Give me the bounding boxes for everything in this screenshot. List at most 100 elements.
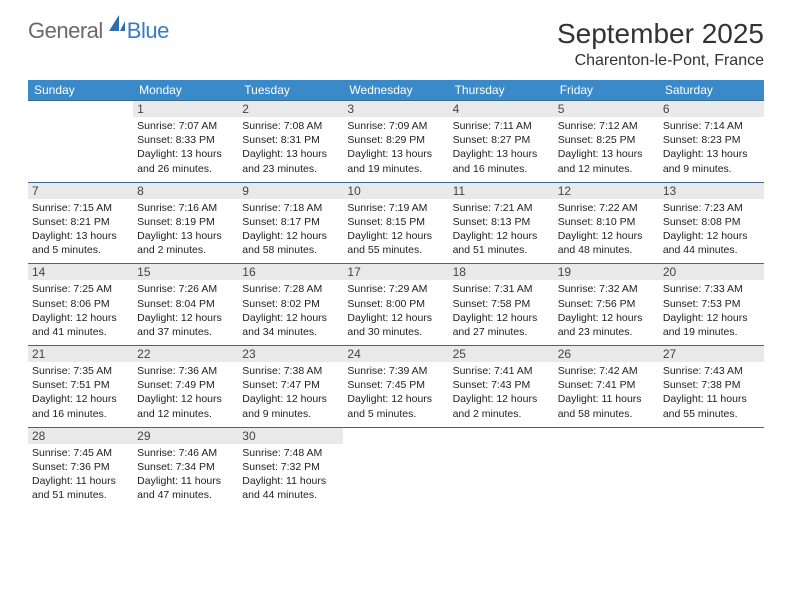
daylight-text: Daylight: 12 hours and 12 minutes. — [137, 392, 234, 420]
day-info: Sunrise: 7:29 AMSunset: 8:00 PMDaylight:… — [347, 282, 444, 339]
daylight-text: Daylight: 12 hours and 5 minutes. — [347, 392, 444, 420]
daylight-text: Daylight: 12 hours and 48 minutes. — [558, 229, 655, 257]
sunrise-text: Sunrise: 7:39 AM — [347, 364, 444, 378]
sunrise-text: Sunrise: 7:48 AM — [242, 446, 339, 460]
day-cell: 20Sunrise: 7:33 AMSunset: 7:53 PMDayligh… — [659, 264, 764, 345]
daylight-text: Daylight: 12 hours and 41 minutes. — [32, 311, 129, 339]
day-info: Sunrise: 7:43 AMSunset: 7:38 PMDaylight:… — [663, 364, 760, 421]
day-number: 5 — [554, 101, 659, 117]
daylight-text: Daylight: 12 hours and 19 minutes. — [663, 311, 760, 339]
daylight-text: Daylight: 12 hours and 16 minutes. — [32, 392, 129, 420]
day-header: Sunday — [28, 80, 133, 100]
day-info: Sunrise: 7:18 AMSunset: 8:17 PMDaylight:… — [242, 201, 339, 258]
sunset-text: Sunset: 8:15 PM — [347, 215, 444, 229]
day-info: Sunrise: 7:23 AMSunset: 8:08 PMDaylight:… — [663, 201, 760, 258]
calendar-page: General Blue September 2025 Charenton-le… — [0, 0, 792, 526]
sunset-text: Sunset: 8:29 PM — [347, 133, 444, 147]
sunrise-text: Sunrise: 7:33 AM — [663, 282, 760, 296]
day-number: 19 — [554, 264, 659, 280]
sunrise-text: Sunrise: 7:31 AM — [453, 282, 550, 296]
day-number: 17 — [343, 264, 448, 280]
day-info: Sunrise: 7:41 AMSunset: 7:43 PMDaylight:… — [453, 364, 550, 421]
day-cell: 15Sunrise: 7:26 AMSunset: 8:04 PMDayligh… — [133, 264, 238, 345]
header-right: September 2025 Charenton-le-Pont, France — [557, 18, 764, 70]
sunset-text: Sunset: 8:00 PM — [347, 297, 444, 311]
sunrise-text: Sunrise: 7:14 AM — [663, 119, 760, 133]
sunset-text: Sunset: 7:53 PM — [663, 297, 760, 311]
day-cell: 13 Sunrise: 7:23 AMSunset: 8:08 PMDayligh… — [659, 183, 764, 264]
day-cell: 30 Sunrise: 7:48 AMSunset: 7:32 PMDayligh… — [238, 428, 343, 509]
sunrise-text: Sunrise: 7:12 AM — [558, 119, 655, 133]
day-info: Sunrise: 7:22 AMSunset: 8:10 PMDaylight:… — [558, 201, 655, 258]
sunset-text: Sunset: 8:25 PM — [558, 133, 655, 147]
day-info: Sunrise: 7:48 AMSunset: 7:32 PMDaylight:… — [242, 446, 339, 503]
sunrise-text: Sunrise: 7:19 AM — [347, 201, 444, 215]
daylight-text: Daylight: 12 hours and 51 minutes. — [453, 229, 550, 257]
day-cell: 28Sunrise: 7:45 AMSunset: 7:36 PMDayligh… — [28, 428, 133, 509]
day-info: Sunrise: 7:09 AMSunset: 8:29 PMDaylight:… — [347, 119, 444, 176]
sunrise-text: Sunrise: 7:29 AM — [347, 282, 444, 296]
logo: General Blue — [28, 18, 169, 44]
sunrise-text: Sunrise: 7:21 AM — [453, 201, 550, 215]
day-cell: 1Sunrise: 7:07 AMSunset: 8:33 PMDaylight… — [133, 101, 238, 182]
sunset-text: Sunset: 8:10 PM — [558, 215, 655, 229]
day-cell: 7Sunrise: 7:15 AMSunset: 8:21 PMDaylight… — [28, 183, 133, 264]
day-number: 9 — [238, 183, 343, 199]
day-number: 14 — [28, 264, 133, 280]
daylight-text: Daylight: 13 hours and 12 minutes. — [558, 147, 655, 175]
daylight-text: Daylight: 12 hours and 58 minutes. — [242, 229, 339, 257]
sunrise-text: Sunrise: 7:16 AM — [137, 201, 234, 215]
sunset-text: Sunset: 8:33 PM — [137, 133, 234, 147]
sunset-text: Sunset: 7:45 PM — [347, 378, 444, 392]
week-row: 14 Sunrise: 7:25 AMSunset: 8:06 PMDayligh… — [28, 263, 764, 345]
sunrise-text: Sunrise: 7:38 AM — [242, 364, 339, 378]
day-number: 29 — [133, 428, 238, 444]
daylight-text: Daylight: 13 hours and 16 minutes. — [453, 147, 550, 175]
daylight-text: Daylight: 12 hours and 30 minutes. — [347, 311, 444, 339]
day-number: 8 — [133, 183, 238, 199]
day-cell: 12Sunrise: 7:22 AMSunset: 8:10 PMDayligh… — [554, 183, 659, 264]
logo-sail-icon — [107, 13, 127, 38]
day-info: Sunrise: 7:33 AMSunset: 7:53 PMDaylight:… — [663, 282, 760, 339]
day-cell: 4Sunrise: 7:11 AMSunset: 8:27 PMDaylight… — [449, 101, 554, 182]
sunset-text: Sunset: 7:58 PM — [453, 297, 550, 311]
day-number: 30 — [238, 428, 343, 444]
day-info: Sunrise: 7:25 AMSunset: 8:06 PMDaylight:… — [32, 282, 129, 339]
daylight-text: Daylight: 12 hours and 27 minutes. — [453, 311, 550, 339]
day-header: Thursday — [449, 80, 554, 100]
day-info: Sunrise: 7:16 AMSunset: 8:19 PMDaylight:… — [137, 201, 234, 258]
day-header: Wednesday — [343, 80, 448, 100]
sunset-text: Sunset: 7:56 PM — [558, 297, 655, 311]
day-number: 23 — [238, 346, 343, 362]
day-number: 18 — [449, 264, 554, 280]
day-number: 25 — [449, 346, 554, 362]
sunrise-text: Sunrise: 7:42 AM — [558, 364, 655, 378]
sunrise-text: Sunrise: 7:08 AM — [242, 119, 339, 133]
week-row: 28Sunrise: 7:45 AMSunset: 7:36 PMDayligh… — [28, 427, 764, 509]
sunset-text: Sunset: 8:04 PM — [137, 297, 234, 311]
sunset-text: Sunset: 8:08 PM — [663, 215, 760, 229]
day-header-row: SundayMondayTuesdayWednesdayThursdayFrid… — [28, 80, 764, 100]
daylight-text: Daylight: 13 hours and 2 minutes. — [137, 229, 234, 257]
day-number: 7 — [28, 183, 133, 199]
day-header: Monday — [133, 80, 238, 100]
week-row: 21Sunrise: 7:35 AMSunset: 7:51 PMDayligh… — [28, 345, 764, 427]
day-cell: 26Sunrise: 7:42 AMSunset: 7:41 PMDayligh… — [554, 346, 659, 427]
daylight-text: Daylight: 12 hours and 9 minutes. — [242, 392, 339, 420]
sunset-text: Sunset: 8:27 PM — [453, 133, 550, 147]
day-info: Sunrise: 7:19 AMSunset: 8:15 PMDaylight:… — [347, 201, 444, 258]
day-cell: 23Sunrise: 7:38 AMSunset: 7:47 PMDayligh… — [238, 346, 343, 427]
day-number: 13 — [659, 183, 764, 199]
day-cell: 10Sunrise: 7:19 AMSunset: 8:15 PMDayligh… — [343, 183, 448, 264]
daylight-text: Daylight: 11 hours and 55 minutes. — [663, 392, 760, 420]
day-info: Sunrise: 7:31 AMSunset: 7:58 PMDaylight:… — [453, 282, 550, 339]
sunrise-text: Sunrise: 7:45 AM — [32, 446, 129, 460]
daylight-text: Daylight: 12 hours and 34 minutes. — [242, 311, 339, 339]
day-info: Sunrise: 7:26 AMSunset: 8:04 PMDaylight:… — [137, 282, 234, 339]
daylight-text: Daylight: 13 hours and 26 minutes. — [137, 147, 234, 175]
day-cell: 11Sunrise: 7:21 AMSunset: 8:13 PMDayligh… — [449, 183, 554, 264]
day-info: Sunrise: 7:32 AMSunset: 7:56 PMDaylight:… — [558, 282, 655, 339]
sunrise-text: Sunrise: 7:07 AM — [137, 119, 234, 133]
day-cell: 21Sunrise: 7:35 AMSunset: 7:51 PMDayligh… — [28, 346, 133, 427]
day-number: 16 — [238, 264, 343, 280]
